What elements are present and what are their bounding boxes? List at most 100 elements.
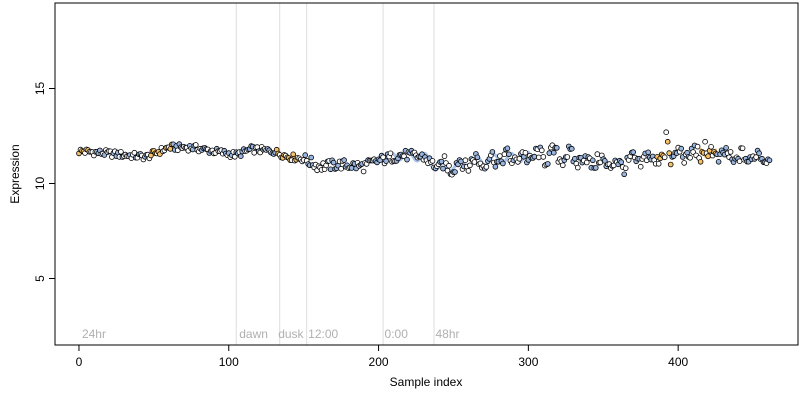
- plot-frame: [54, 2, 799, 346]
- y-axis: 5 10 15: [33, 82, 56, 282]
- data-point: [483, 164, 490, 170]
- data-point: [118, 149, 124, 155]
- data-point: [630, 149, 636, 155]
- annotation-label: 12:00: [308, 327, 338, 341]
- data-point: [661, 154, 668, 161]
- data-point: [553, 145, 560, 151]
- data-points: [76, 129, 773, 178]
- data-point: [474, 154, 481, 161]
- data-point: [446, 162, 452, 169]
- data-point: [452, 169, 458, 175]
- annotation-label: 0:00: [385, 327, 409, 341]
- data-point: [441, 153, 448, 159]
- data-point: [550, 149, 557, 156]
- data-point: [497, 153, 503, 159]
- data-point: [637, 163, 644, 170]
- data-point: [705, 153, 711, 159]
- data-point: [501, 151, 508, 158]
- annotation-label: 24hr: [82, 327, 106, 341]
- data-point: [404, 156, 410, 163]
- data-point: [681, 160, 687, 166]
- data-point: [645, 149, 651, 156]
- data-point: [568, 145, 575, 152]
- data-point: [492, 164, 499, 170]
- data-point: [327, 166, 334, 173]
- data-point: [622, 165, 629, 172]
- data-point: [666, 150, 672, 156]
- data-point: [522, 150, 529, 156]
- data-point: [290, 151, 297, 158]
- data-point: [589, 157, 596, 164]
- x-axis: 0 100 200 300 400: [76, 344, 688, 369]
- data-point: [516, 156, 523, 162]
- data-point: [571, 155, 578, 162]
- data-point: [148, 152, 154, 159]
- data-point: [504, 145, 511, 152]
- data-point: [467, 162, 473, 169]
- data-point: [500, 160, 506, 167]
- x-tick-label: 400: [668, 355, 688, 369]
- x-tick-label: 300: [518, 355, 538, 369]
- data-point: [694, 143, 701, 150]
- data-point: [727, 149, 734, 155]
- data-point: [690, 149, 696, 155]
- data-point: [564, 154, 571, 160]
- data-point: [708, 144, 714, 150]
- x-tick-label: 200: [369, 355, 389, 369]
- data-point: [664, 138, 671, 145]
- data-point: [531, 153, 538, 160]
- event-lines: [235, 3, 435, 345]
- data-point: [715, 159, 722, 165]
- data-point: [387, 150, 394, 157]
- y-tick-label: 15: [33, 82, 47, 96]
- y-tick-label: 10: [33, 177, 47, 191]
- data-point: [667, 161, 674, 168]
- annotation-label: dusk: [278, 327, 304, 341]
- data-point: [655, 161, 662, 167]
- data-point: [380, 154, 386, 161]
- data-point: [535, 154, 542, 161]
- data-point: [766, 157, 773, 164]
- data-point: [251, 150, 258, 156]
- data-point: [440, 165, 446, 172]
- data-point: [538, 147, 545, 154]
- data-point: [592, 165, 599, 171]
- data-point: [401, 153, 407, 160]
- data-point: [131, 149, 138, 156]
- data-point: [753, 154, 759, 160]
- data-point: [583, 159, 590, 166]
- data-point: [544, 161, 551, 167]
- x-tick-label: 100: [219, 355, 239, 369]
- data-point: [444, 167, 451, 174]
- data-point: [471, 159, 478, 165]
- data-point: [739, 145, 746, 152]
- data-point: [574, 164, 581, 171]
- data-point: [341, 157, 347, 163]
- data-point: [697, 159, 704, 165]
- data-point: [338, 165, 344, 172]
- annotations: 24hr dawn dusk 12:00 0:00 48hr: [82, 327, 460, 341]
- data-point: [723, 145, 729, 151]
- data-point: [167, 146, 174, 152]
- data-point: [594, 151, 601, 157]
- data-point: [618, 159, 624, 165]
- data-point: [756, 150, 762, 157]
- x-axis-label: Sample index: [390, 375, 463, 389]
- data-point: [601, 158, 608, 164]
- data-point: [308, 154, 315, 161]
- data-point: [540, 154, 547, 160]
- data-point: [330, 159, 337, 166]
- data-point: [489, 149, 496, 155]
- data-point: [678, 145, 684, 152]
- data-point: [465, 168, 472, 174]
- data-point: [702, 138, 708, 145]
- data-point: [559, 162, 566, 169]
- data-point: [429, 158, 436, 164]
- data-point: [546, 150, 553, 156]
- data-point: [663, 129, 669, 136]
- annotation-label: 48hr: [435, 327, 459, 341]
- data-point: [360, 168, 367, 175]
- data-point: [238, 153, 244, 160]
- data-point: [383, 158, 389, 164]
